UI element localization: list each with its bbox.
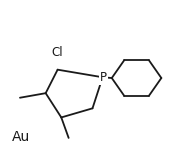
Text: Cl: Cl	[51, 46, 63, 59]
Text: Au: Au	[12, 130, 30, 144]
Text: P: P	[100, 71, 107, 84]
